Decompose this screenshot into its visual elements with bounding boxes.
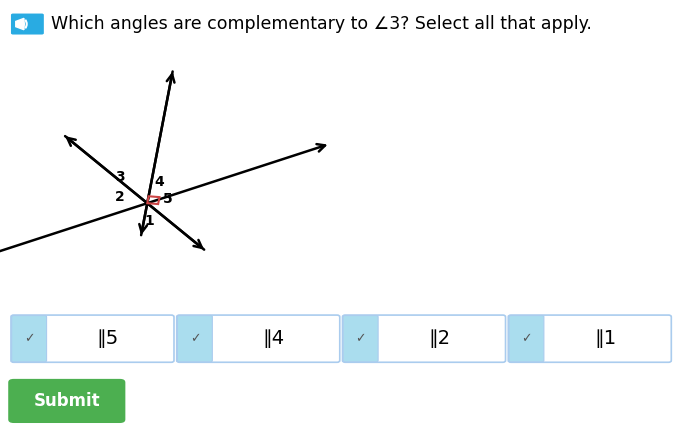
FancyBboxPatch shape xyxy=(11,315,174,362)
Text: ✓: ✓ xyxy=(24,332,34,345)
FancyBboxPatch shape xyxy=(11,14,44,35)
FancyBboxPatch shape xyxy=(8,379,125,423)
FancyBboxPatch shape xyxy=(343,316,378,362)
FancyBboxPatch shape xyxy=(177,315,340,362)
FancyBboxPatch shape xyxy=(177,316,212,362)
FancyBboxPatch shape xyxy=(509,316,544,362)
FancyBboxPatch shape xyxy=(342,315,506,362)
Text: ✓: ✓ xyxy=(356,332,366,345)
Text: ∥2: ∥2 xyxy=(428,329,451,348)
FancyBboxPatch shape xyxy=(12,316,47,362)
Text: 3: 3 xyxy=(115,170,125,184)
Text: 5: 5 xyxy=(163,192,173,206)
Text: Which angles are complementary to ∠3? Select all that apply.: Which angles are complementary to ∠3? Se… xyxy=(51,15,593,33)
Text: 1: 1 xyxy=(145,214,154,228)
Text: 4: 4 xyxy=(155,175,164,189)
Text: ∥5: ∥5 xyxy=(97,329,119,348)
Text: ∥4: ∥4 xyxy=(262,329,285,348)
FancyBboxPatch shape xyxy=(508,315,671,362)
Polygon shape xyxy=(16,18,24,30)
Text: ✓: ✓ xyxy=(190,332,200,345)
Text: ✓: ✓ xyxy=(521,332,532,345)
Text: Submit: Submit xyxy=(34,392,100,410)
Text: ∥1: ∥1 xyxy=(594,329,616,348)
Text: 2: 2 xyxy=(115,190,125,204)
